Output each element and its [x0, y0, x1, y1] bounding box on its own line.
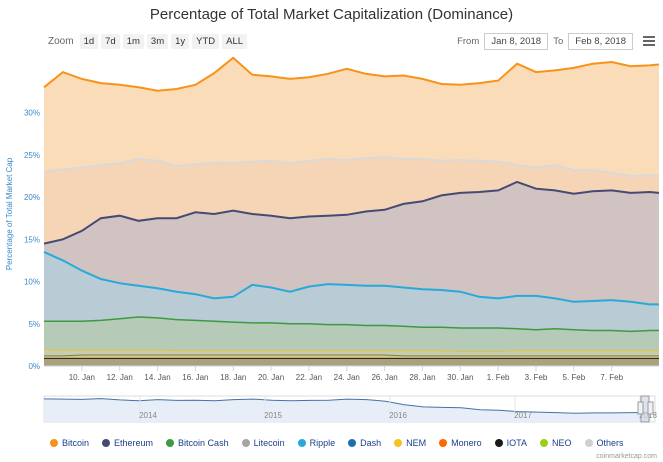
legend-item-dash[interactable]: Dash	[348, 438, 381, 448]
to-label: To	[553, 36, 564, 47]
bitcoin-area	[44, 57, 659, 176]
x-tick-label: 3. Feb	[525, 373, 548, 382]
x-tick-label: 22. Jan	[296, 373, 322, 382]
x-tick-label: 26. Jan	[371, 373, 397, 382]
y-tick-label: 20%	[24, 193, 40, 202]
x-tick-label: 28. Jan	[409, 373, 435, 382]
y-tick-label: 10%	[24, 278, 40, 287]
legend-dot-icon	[540, 439, 548, 447]
legend-label: Ripple	[309, 438, 336, 448]
x-tick-label: 7. Feb	[600, 373, 623, 382]
x-tick-label: 20. Jan	[258, 373, 284, 382]
y-tick-label: 0%	[28, 362, 40, 371]
legend-dot-icon	[494, 439, 503, 447]
legend-item-iota[interactable]: IOTA	[494, 438, 527, 448]
ripple-line	[43, 251, 659, 306]
legend-label: NEM	[406, 438, 427, 448]
zoom-1y-button[interactable]: 1y	[171, 34, 190, 49]
date-range: From Jan 8, 2018 To Feb 8, 2018	[457, 33, 633, 50]
legend-dot-icon	[439, 439, 448, 447]
legend-label: Others	[596, 438, 624, 448]
x-tick-label: 12. Jan	[107, 373, 133, 382]
zoom-ytd-button[interactable]: YTD	[192, 34, 220, 49]
y-axis-title: Percentage of Total Market Cap	[5, 157, 14, 270]
legend-dot-icon	[584, 439, 593, 447]
dash-area	[44, 355, 659, 359]
zoom-controls: Zoom 1d 7d 1m 3m 1y YTD ALL	[48, 34, 248, 49]
legend-dot-icon	[50, 439, 58, 447]
legend-label: Litecoin	[253, 438, 285, 448]
chart-title: Percentage of Total Market Capitalizatio…	[149, 6, 514, 23]
others-area	[44, 156, 659, 244]
legend-label: Bitcoin Cash	[178, 438, 229, 448]
to-date-input[interactable]: Feb 8, 2018	[568, 33, 633, 50]
iota-area	[44, 358, 659, 366]
bitcoin-cash-line	[44, 316, 659, 333]
x-tick-label: 18. Jan	[220, 373, 246, 382]
x-tick-label: 10. Jan	[69, 373, 95, 382]
legend-item-bitcoin-cash[interactable]: Bitcoin Cash	[166, 438, 229, 448]
legend-item-monero[interactable]: Monero	[439, 438, 482, 448]
x-tick-label: 16. Jan	[182, 373, 208, 382]
legend-label: Bitcoin	[62, 438, 90, 448]
from-date-input[interactable]: Jan 8, 2018	[484, 33, 549, 50]
legend-label: Dash	[360, 438, 382, 448]
ethereum-line	[43, 180, 660, 245]
navigator-line	[43, 398, 652, 414]
legend-dot-icon	[241, 439, 250, 447]
navigator-label: 2017	[514, 411, 532, 420]
x-tick-label: 14. Jan	[144, 373, 170, 382]
legend-item-others[interactable]: Others	[584, 438, 624, 448]
y-tick-label: 15%	[24, 235, 40, 244]
y-tick-label: 25%	[24, 151, 40, 160]
legend-item-nem[interactable]: NEM	[394, 438, 426, 448]
bitcoin-cash-area	[44, 317, 659, 352]
legend-label: IOTA	[506, 438, 527, 448]
x-tick-label: 5. Feb	[563, 373, 586, 382]
ripple-area	[44, 252, 659, 332]
y-tick-label: 30%	[24, 109, 40, 118]
legend-label: NEO	[552, 438, 572, 448]
legend-dot-icon	[394, 439, 403, 447]
credit-text: coinmarketcap.com	[596, 453, 657, 460]
zoom-1m-button[interactable]: 1m	[122, 34, 144, 49]
legend: Bitcoin Ethereum Bitcoin Cash Litecoin Rippl…	[50, 438, 624, 448]
dash-line	[44, 354, 659, 357]
legend-dot-icon	[297, 439, 306, 447]
x-tick-label: 30. Jan	[447, 373, 473, 382]
zoom-label: Zoom	[48, 36, 74, 47]
bitcoin-line	[43, 56, 660, 92]
legend-label: Ethereum	[114, 438, 154, 448]
navigator-label: 2016	[389, 411, 407, 420]
navigator-handle-left[interactable]	[637, 401, 644, 415]
from-label: From	[457, 36, 480, 47]
legend-item-ripple[interactable]: Ripple	[297, 438, 336, 448]
navigator-label: 2014	[139, 411, 157, 420]
y-tick-label: 5%	[28, 320, 40, 329]
navigator-label: 2015	[264, 411, 282, 420]
navigator-handle-right[interactable]	[647, 401, 654, 415]
zoom-all-button[interactable]: ALL	[222, 34, 248, 49]
legend-dot-icon	[166, 439, 175, 447]
others-line	[43, 155, 660, 178]
x-tick-label: 24. Jan	[334, 373, 360, 382]
x-tick-label: 1. Feb	[487, 373, 510, 382]
legend-item-litecoin[interactable]: Litecoin	[241, 438, 285, 448]
legend-item-ethereum[interactable]: Ethereum	[102, 438, 153, 448]
zoom-3m-button[interactable]: 3m	[146, 34, 169, 49]
legend-label: Monero	[451, 438, 482, 448]
legend-dot-icon	[102, 439, 111, 447]
litecoin-line	[44, 349, 659, 353]
zoom-1d-button[interactable]: 1d	[79, 34, 99, 49]
legend-item-bitcoin[interactable]: Bitcoin	[50, 438, 89, 448]
legend-dot-icon	[348, 439, 357, 447]
navigator-area	[44, 398, 651, 422]
hamburger-menu-icon[interactable]	[643, 34, 655, 48]
legend-item-neo[interactable]: NEO	[540, 438, 572, 448]
zoom-7d-button[interactable]: 7d	[101, 34, 120, 49]
